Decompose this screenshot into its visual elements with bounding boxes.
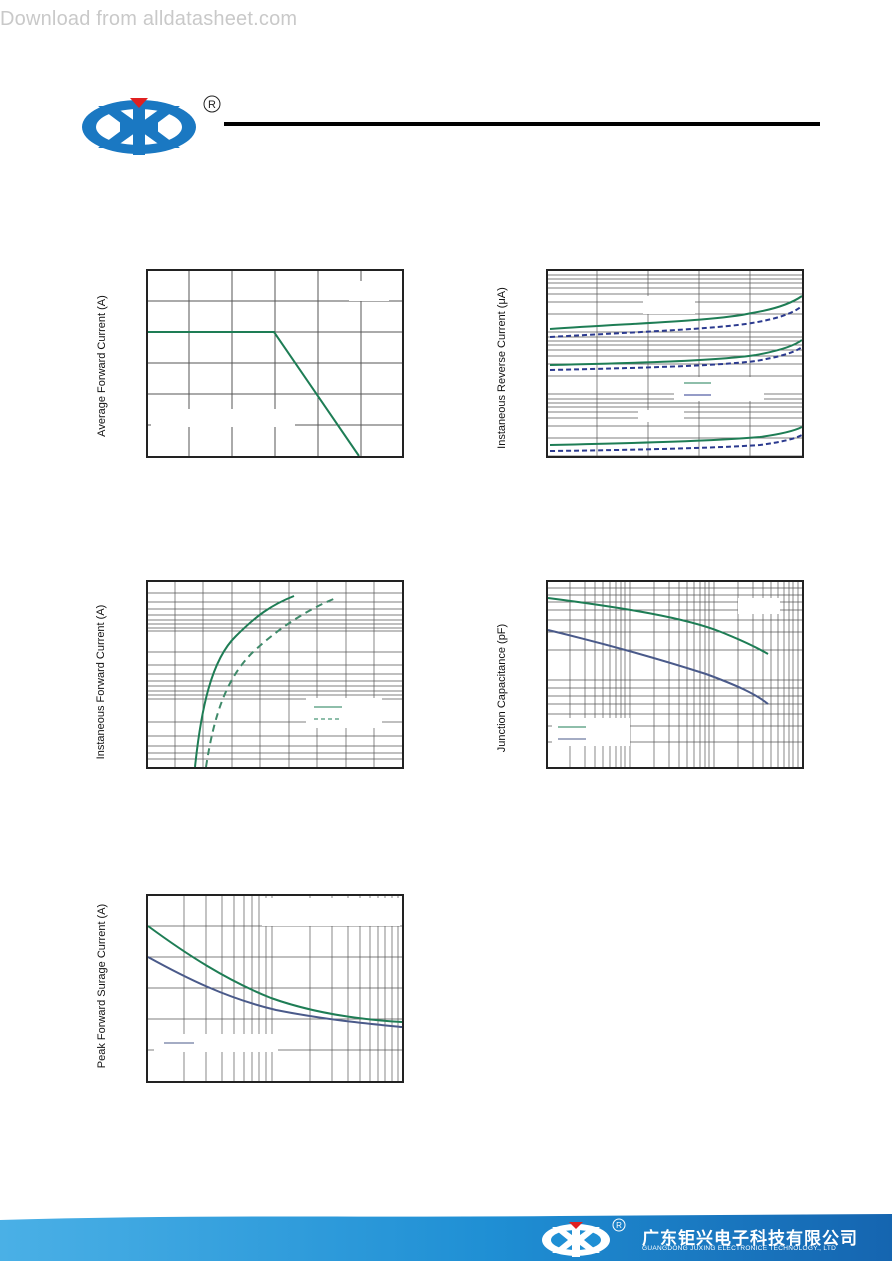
derating-curve <box>147 331 360 457</box>
header-rule <box>224 122 820 126</box>
chart-peak-surge-current <box>146 894 404 1083</box>
surge-curve-green <box>147 925 403 1023</box>
reverse-curve-2 <box>549 339 803 366</box>
reverse-curve-1-dashed <box>549 305 803 338</box>
footer-banner <box>0 1214 892 1261</box>
y-axis-label: Junction Capacitance (pF) <box>496 623 508 753</box>
watermark-text: Download from alldatasheet.com <box>0 8 298 30</box>
chart-average-forward-current <box>146 269 404 458</box>
chart-junction-capacitance <box>546 580 804 769</box>
reverse-curve-3 <box>549 426 803 446</box>
footer-registered-mark: R <box>616 1221 622 1230</box>
y-axis-label: Peak Forward Surage Current (A) <box>96 903 108 1069</box>
company-name-chinese: 广东钜兴电子科技有限公司 <box>642 1229 858 1249</box>
chart-instantaneous-forward-current <box>146 580 404 769</box>
footer-logo: R <box>542 1218 626 1257</box>
y-axis-label: Instaneous Forward Current (A) <box>95 604 107 760</box>
company-logo: R <box>82 95 221 155</box>
y-axis-label: Instaneous Reverse Current (μA) <box>496 287 508 449</box>
chart-reverse-current <box>546 269 804 458</box>
surge-curve-slate <box>147 956 403 1028</box>
reverse-curve-1 <box>549 295 803 330</box>
reverse-curve-3-dashed <box>549 434 803 452</box>
forward-curve-solid <box>194 595 295 768</box>
reverse-curve-2-dashed <box>549 346 803 371</box>
registered-mark: R <box>208 99 216 111</box>
capacitance-curve-slate <box>547 629 769 705</box>
company-name-english: GUANGDONG JUXING ELECTRONICE TECHNOLOGY.… <box>642 1245 837 1252</box>
forward-curve-dashed <box>205 597 337 768</box>
y-axis-label: Average Forward Current (A) <box>96 295 108 437</box>
capacitance-curve-green <box>547 597 769 655</box>
